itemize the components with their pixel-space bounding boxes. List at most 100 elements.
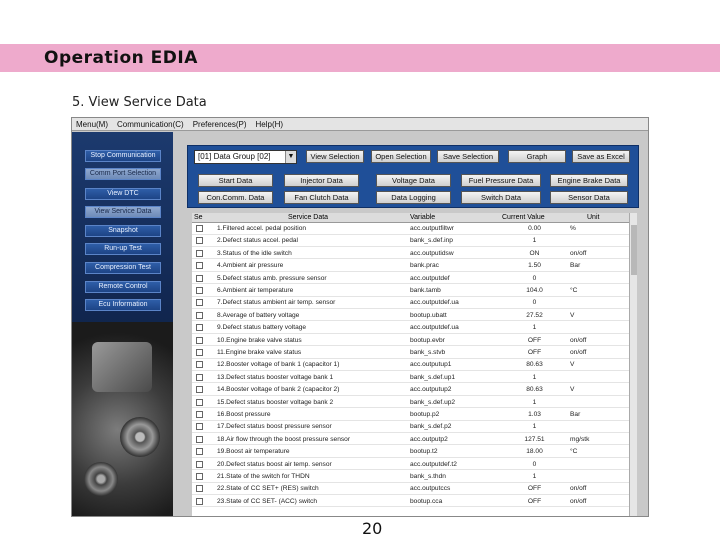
toolbar-button[interactable]: Data Logging [376, 191, 451, 204]
row-checkbox[interactable] [196, 324, 203, 332]
table-cell: 0.00 [528, 225, 541, 232]
table-cell: 15.Defect status booster voltage bank 2 [217, 398, 334, 406]
row-checkbox[interactable] [196, 373, 203, 381]
sidebar-item[interactable]: View DTC [85, 188, 161, 200]
table-cell: 11.Engine brake valve status [217, 349, 302, 356]
toolbar-button[interactable]: Start Data [198, 174, 273, 187]
vertical-scrollbar[interactable] [629, 213, 637, 516]
sidebar-item[interactable]: View Service Data [85, 206, 161, 218]
table-row[interactable]: 9.Defect status battery voltage acc.outpu… [192, 323, 629, 334]
row-checkbox[interactable] [196, 237, 203, 245]
row-checkbox[interactable] [196, 225, 203, 232]
row-checkbox[interactable] [196, 262, 203, 270]
row-checkbox[interactable] [196, 311, 203, 319]
table-cell: acc.outputp2 [410, 435, 448, 443]
table-row[interactable]: 14.Booster voltage of bank 2 (capacitor … [192, 385, 629, 396]
table-cell: °C [570, 287, 578, 294]
column-header[interactable]: Service Data [288, 214, 329, 221]
sidebar-item[interactable]: Ecu Information [85, 299, 161, 311]
table-row[interactable]: 21.State of the switch for THDN bank_s.th… [192, 472, 629, 483]
toolbar-button[interactable]: Fuel Pressure Data [461, 174, 541, 187]
row-checkbox[interactable] [196, 485, 203, 493]
table-row[interactable]: 12.Booster voltage of bank 1 (capacitor … [192, 360, 629, 371]
toolbar-button[interactable]: Save as Excel [572, 150, 630, 163]
row-checkbox[interactable] [196, 386, 203, 394]
chevron-down-icon[interactable]: ▼ [285, 151, 296, 163]
sidebar-item[interactable]: Run-up Test [85, 243, 161, 255]
table-cell: acc.outputup1 [410, 361, 452, 369]
column-header[interactable]: Variable [410, 214, 436, 221]
toolbar-button[interactable]: Fan Clutch Data [284, 191, 359, 204]
table-row[interactable]: 23.State of CC SET- (ACC) switch bootup.c… [192, 497, 629, 508]
toolbar-button[interactable]: Open Selection [371, 150, 431, 163]
row-checkbox[interactable] [196, 473, 203, 480]
table-row[interactable]: 10.Engine brake valve status bootup.evbr O… [192, 336, 629, 347]
row-checkbox[interactable] [196, 349, 203, 356]
row-checkbox[interactable] [196, 274, 203, 282]
toolbar-button[interactable]: Engine Brake Data [550, 174, 628, 187]
table-row[interactable]: 19.Boost air temperature bootup.t2 18.00 °C [192, 447, 629, 458]
row-checkbox[interactable] [196, 361, 203, 369]
row-checkbox[interactable] [196, 249, 203, 257]
table-row[interactable]: 5.Defect status amb. pressure sensor acc.… [192, 274, 629, 285]
table-row[interactable]: 15.Defect status booster voltage bank 2 b… [192, 398, 629, 409]
row-checkbox[interactable] [196, 411, 203, 418]
table-row[interactable]: 4.Ambient air pressure bank.prac 1.50 Bar [192, 261, 629, 272]
table-row[interactable]: 18.Air flow through the boost pressure s… [192, 435, 629, 446]
toolbar-button[interactable]: Voltage Data [376, 174, 451, 187]
table-row[interactable]: 6.Ambient air temperature bank.tamb 104.0 °… [192, 286, 629, 297]
table-cell: acc.outputdef.ua [410, 324, 459, 332]
table-cell: 4.Ambient air pressure [217, 262, 284, 270]
table-row[interactable]: 7.Defect status ambient air temp. sensor… [192, 298, 629, 309]
toolbar-button[interactable]: Switch Data [461, 191, 541, 204]
sidebar-item[interactable]: Snapshot [85, 225, 161, 237]
sidebar-item[interactable]: Remote Control [85, 281, 161, 293]
table-cell: bootup.evbr [410, 336, 445, 344]
row-checkbox[interactable] [196, 423, 203, 431]
toolbar-button[interactable]: Con.Comm. Data [198, 191, 273, 204]
table-cell: 0 [532, 460, 537, 468]
table-cell: 21.State of the switch for THDN [217, 473, 310, 480]
sidebar-item[interactable]: Stop Communication [85, 150, 161, 162]
table-row[interactable]: 2.Defect status accel. pedal bank_s.def.i… [192, 236, 629, 247]
table-cell: % [570, 225, 576, 232]
table-row[interactable]: 20.Defect status boost air temp. sensor a… [192, 460, 629, 471]
column-header[interactable]: Se [194, 214, 203, 221]
menu-item[interactable]: Preferences(P) [192, 120, 247, 129]
table-row[interactable]: 3.Status of the idle switch acc.outputids… [192, 249, 629, 260]
row-checkbox[interactable] [196, 497, 203, 505]
data-group-select[interactable]: [01] Data Group [02] ▼ [194, 150, 297, 164]
menu-item[interactable]: Communication(C) [117, 120, 184, 129]
menu-item[interactable]: Menu(M) [76, 120, 109, 129]
table-row[interactable]: 16.Boost pressure bootup.p2 1.03 Bar [192, 410, 629, 421]
sidebar-item[interactable]: Compression Test [85, 262, 161, 274]
row-checkbox[interactable] [196, 299, 203, 307]
table-row[interactable]: 22.State of CC SET+ (RES) switch acc.outp… [192, 484, 629, 495]
table-row[interactable]: 13.Defect status booster voltage bank 1 b… [192, 373, 629, 384]
toolbar-button[interactable]: Injector Data [284, 174, 359, 187]
table-cell: OFF [527, 349, 542, 356]
row-checkbox[interactable] [196, 460, 203, 468]
row-checkbox[interactable] [196, 336, 203, 344]
menu-item[interactable]: Help(H) [255, 120, 284, 129]
table-row[interactable]: 11.Engine brake valve status bank_s.stvb O… [192, 348, 629, 359]
scroll-thumb[interactable] [631, 225, 637, 275]
table-row[interactable]: 1.Filtered accel. pedal position acc.outp… [192, 224, 629, 235]
sidebar-item[interactable]: Comm Port Selection [85, 168, 161, 180]
toolbar-button[interactable]: Graph [508, 150, 566, 163]
toolbar-button[interactable]: Save Selection [437, 150, 499, 163]
table-row[interactable]: 17.Defect status boost pressure sensor ba… [192, 422, 629, 433]
row-checkbox[interactable] [196, 448, 203, 456]
row-checkbox[interactable] [196, 398, 203, 406]
column-header[interactable]: Current Value [502, 214, 545, 221]
table-cell: 5.Defect status amb. pressure sensor [217, 274, 327, 282]
table-cell: bootup.ubatt [410, 311, 447, 319]
toolbar-button[interactable]: Sensor Data [550, 191, 628, 204]
table-cell: bank_s.def.up2 [410, 398, 456, 406]
row-checkbox[interactable] [196, 435, 203, 443]
table-cell: Bar [570, 411, 581, 418]
table-row[interactable]: 8.Average of battery voltage bootup.ubatt… [192, 311, 629, 322]
column-header[interactable]: Unit [587, 214, 600, 221]
toolbar-button[interactable]: View Selection [306, 150, 364, 163]
row-checkbox[interactable] [196, 287, 203, 294]
